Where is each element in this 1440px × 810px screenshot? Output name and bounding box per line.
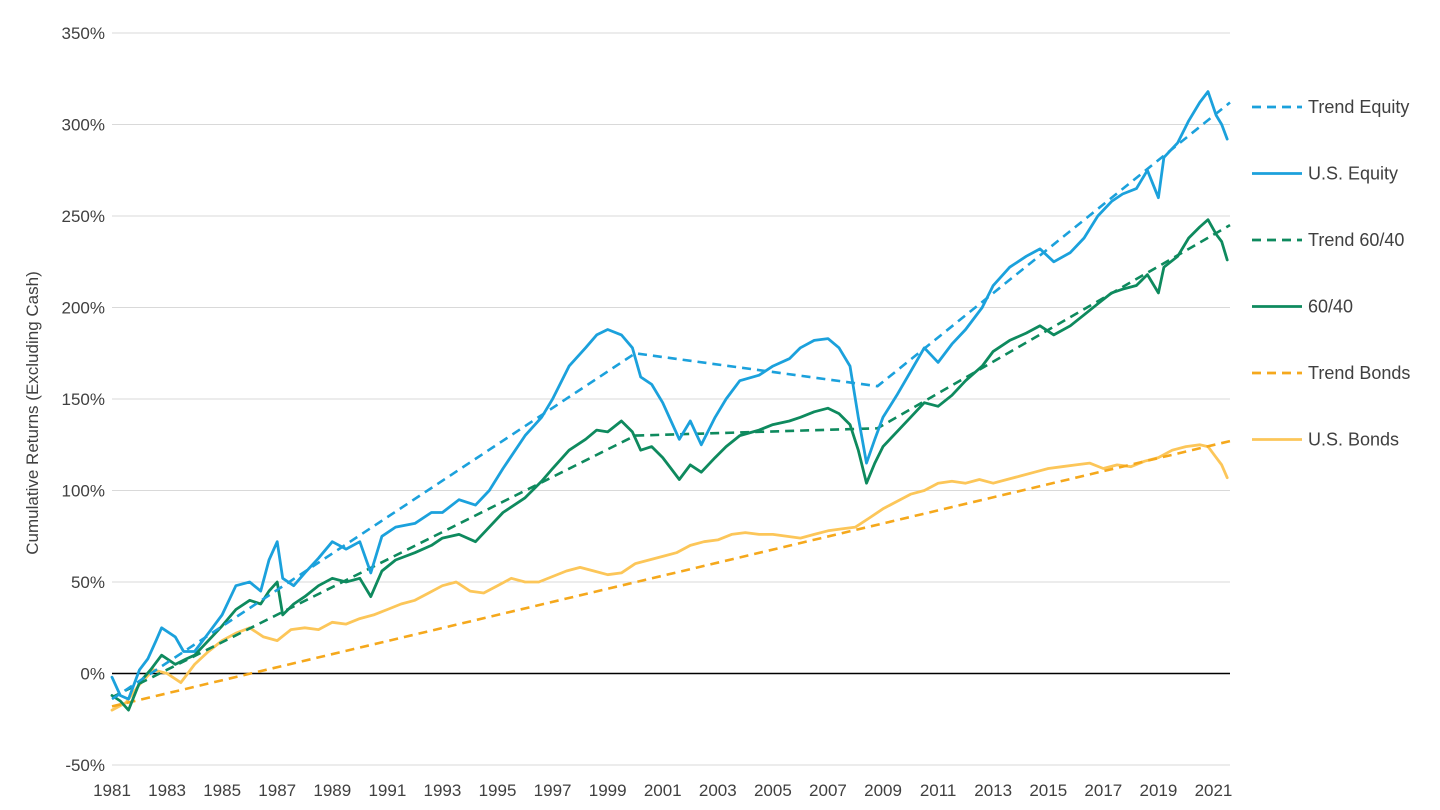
- series-lines: [110, 90, 1231, 712]
- x-tick-label: 2015: [1029, 781, 1067, 800]
- series-line-u-s-equity: [110, 90, 1229, 701]
- x-tick-label: 1991: [368, 781, 406, 800]
- legend-item: Trend Bonds: [1252, 363, 1410, 383]
- legend-label: Trend Bonds: [1308, 363, 1410, 383]
- x-tick-label: 2013: [974, 781, 1012, 800]
- legend: Trend Equity U.S. Equity Trend 60/40 60/40 T…: [1252, 97, 1410, 450]
- x-tick-label: 1983: [148, 781, 186, 800]
- x-tick-label: 1985: [203, 781, 241, 800]
- x-tick-label: 2009: [864, 781, 902, 800]
- x-tick-label: 2019: [1139, 781, 1177, 800]
- y-tick-label: 200%: [62, 299, 105, 318]
- x-tick-label: 2007: [809, 781, 847, 800]
- y-tick-label: 0%: [80, 665, 105, 684]
- legend-label: Trend Equity: [1308, 97, 1409, 117]
- legend-label: 60/40: [1308, 297, 1353, 317]
- x-axis: 1981 1983 1985 1987 1989 1991 1993 1995 1997 1999…: [93, 781, 1232, 800]
- x-tick-label: 1997: [534, 781, 572, 800]
- x-tick-label: 2011: [920, 781, 957, 800]
- y-tick-label: 100%: [62, 482, 105, 501]
- x-tick-label: 1987: [258, 781, 296, 800]
- y-tick-label: 350%: [62, 24, 105, 43]
- x-tick-label: 2021: [1195, 781, 1233, 800]
- legend-label: U.S. Bonds: [1308, 430, 1399, 450]
- y-tick-label: 300%: [62, 116, 105, 135]
- y-tick-label: 50%: [71, 573, 105, 592]
- y-tick-label: 150%: [62, 390, 105, 409]
- y-tick-label: 250%: [62, 207, 105, 226]
- legend-label: Trend 60/40: [1308, 230, 1404, 250]
- x-tick-label: 2003: [699, 781, 737, 800]
- series-line-trend-equity: [111, 101, 1231, 701]
- y-axis: -50% 0% 50% 100% 150% 200% 250% 300% 350%: [62, 24, 105, 775]
- legend-label: U.S. Equity: [1308, 164, 1398, 184]
- x-tick-label: 1999: [589, 781, 627, 800]
- x-tick-label: 1981: [93, 781, 131, 800]
- y-axis-label: Cumulative Returns (Excluding Cash): [23, 271, 42, 554]
- x-tick-label: 2017: [1084, 781, 1122, 800]
- legend-item: 60/40: [1252, 297, 1353, 317]
- y-tick-label: -50%: [65, 756, 105, 775]
- legend-item: Trend 60/40: [1252, 230, 1404, 250]
- x-tick-label: 1993: [424, 781, 462, 800]
- x-tick-label: 2001: [644, 781, 682, 800]
- x-tick-label: 1995: [479, 781, 517, 800]
- series-line-trend-60-40: [111, 223, 1231, 699]
- series-line-u-s-bonds: [110, 443, 1229, 712]
- series-line-trend-bonds: [111, 439, 1231, 708]
- series-line-60-40: [110, 218, 1229, 712]
- legend-item: U.S. Bonds: [1252, 430, 1399, 450]
- legend-item: U.S. Equity: [1252, 164, 1398, 184]
- x-tick-label: 2005: [754, 781, 792, 800]
- gridlines: [112, 32, 1230, 766]
- x-tick-label: 1989: [313, 781, 351, 800]
- legend-item: Trend Equity: [1252, 97, 1409, 117]
